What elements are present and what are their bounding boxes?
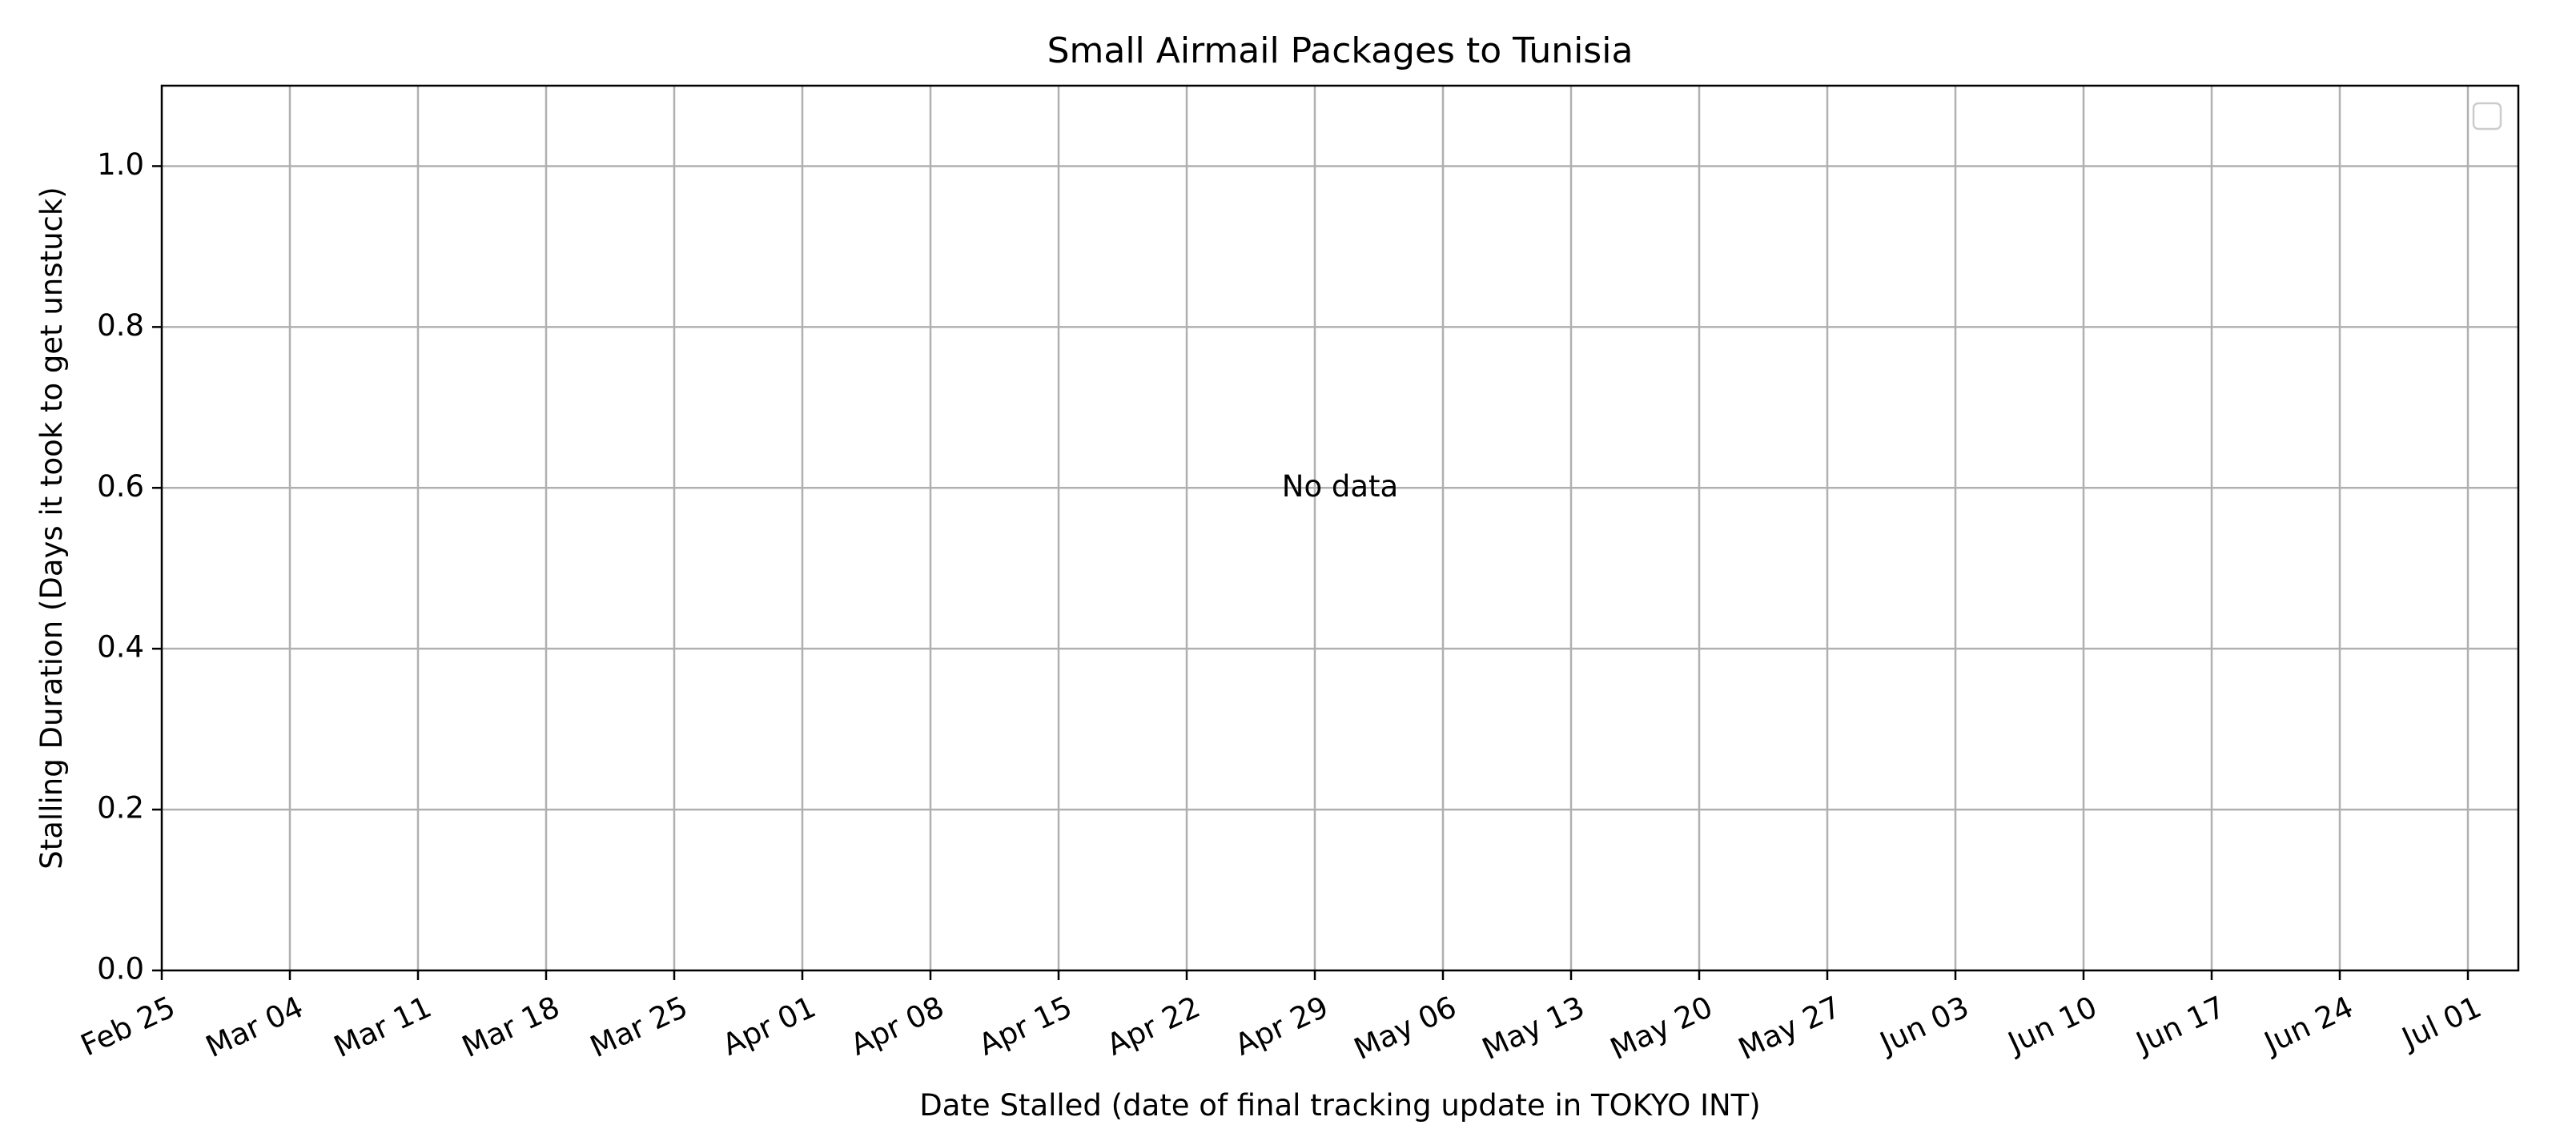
x-tick-label: Mar 11 (329, 990, 437, 1064)
y-tick-label: 0.0 (97, 952, 144, 986)
y-tick-label: 0.2 (97, 791, 144, 826)
x-tick-label: May 20 (1605, 990, 1718, 1067)
x-tick-label: Apr 01 (717, 990, 822, 1063)
x-tick-label: Apr 29 (1230, 990, 1334, 1063)
y-tick-label: 1.0 (97, 147, 144, 182)
x-tick-label: Mar 18 (457, 990, 565, 1064)
x-tick-label: Jun 03 (1874, 990, 1975, 1061)
y-tick-label: 0.8 (97, 308, 144, 343)
x-tick-label: Jun 17 (2130, 990, 2231, 1061)
x-tick-label: Mar 25 (585, 990, 693, 1064)
chart-title: Small Airmail Packages to Tunisia (1047, 30, 1634, 71)
x-tick-label: Jun 24 (2258, 990, 2359, 1061)
x-tick-label: Apr 15 (974, 990, 1078, 1063)
y-tick-label: 0.6 (97, 469, 144, 504)
legend (2472, 102, 2502, 131)
x-tick-label: May 27 (1733, 990, 1846, 1067)
y-tick-label: 0.4 (97, 630, 144, 665)
x-tick-label: Apr 22 (1102, 990, 1206, 1063)
x-tick-label: May 06 (1348, 990, 1461, 1067)
plot-area (160, 84, 2520, 972)
y-axis-label: Stalling Duration (Days it took to get u… (34, 187, 69, 869)
x-tick-label: May 13 (1477, 990, 1589, 1067)
grid (162, 86, 2518, 970)
axis-ticks: Feb 25 Mar 04 Mar 11 Mar 18 Mar 25 Apr 01 Apr … (75, 147, 2486, 1067)
x-tick-label: Apr 08 (846, 990, 950, 1063)
x-tick-label: Jul 01 (2396, 990, 2487, 1057)
x-tick-label: Mar 04 (201, 990, 309, 1064)
x-tick-label: Feb 25 (75, 990, 180, 1063)
x-axis-label: Date Stalled (date of final tracking upd… (919, 1088, 1760, 1123)
no-data-annotation: No data (1282, 469, 1398, 504)
x-tick-label: Jun 10 (2002, 990, 2103, 1061)
